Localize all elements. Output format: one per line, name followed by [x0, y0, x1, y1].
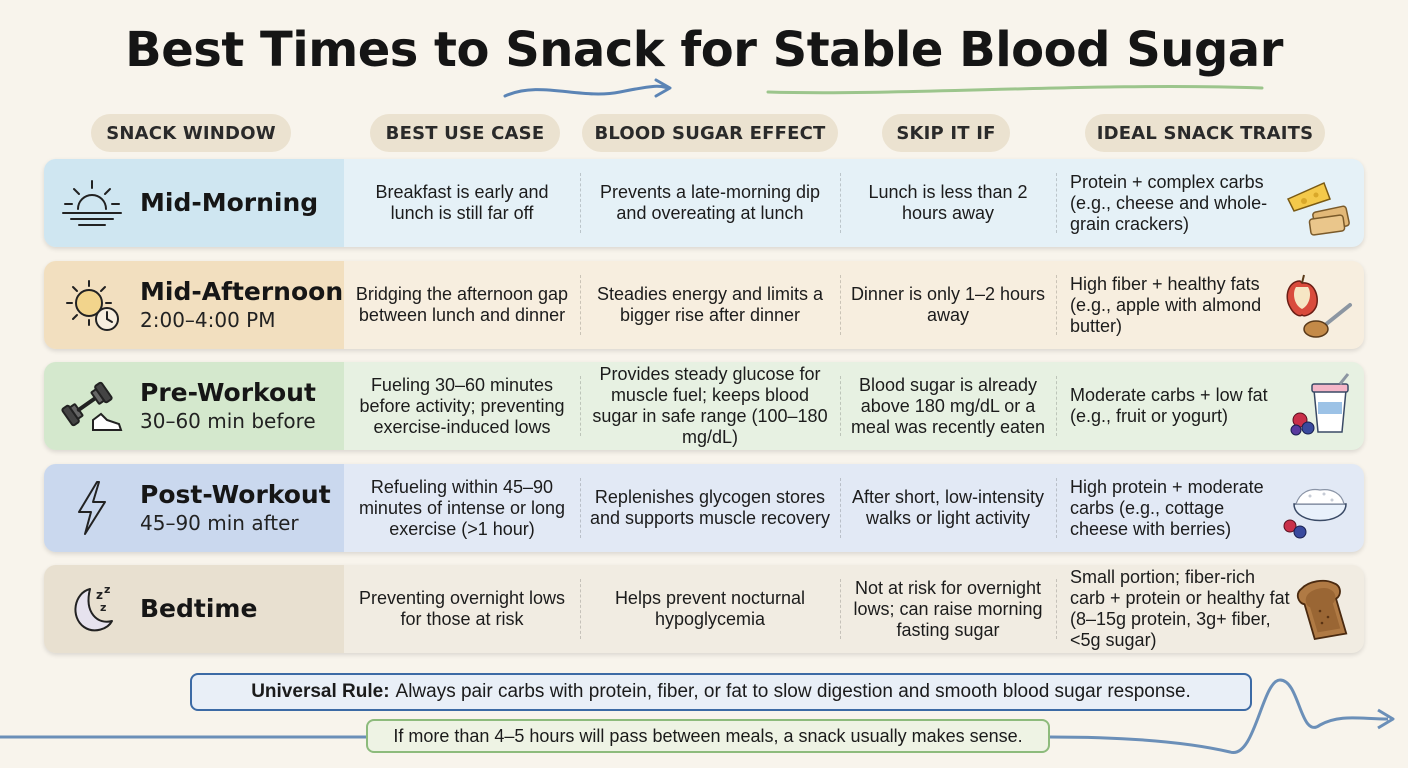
universal-rule-text: Always pair carbs with protein, fiber, o…	[395, 681, 1191, 702]
snack-window-time: 30–60 min before	[140, 409, 316, 433]
apple-almond-butter-icon	[1286, 274, 1352, 338]
ideal-snack-traits-cell: Small portion; fiber-rich carb + protein…	[1070, 567, 1290, 650]
skip-it-if-cell: Dinner is only 1–2 hours away	[850, 284, 1046, 325]
divider	[580, 478, 581, 538]
meal-gap-tip-box: If more than 4–5 hours will pass between…	[366, 719, 1050, 753]
ideal-snack-traits-cell: Moderate carbs + low fat (e.g., fruit or…	[1070, 385, 1268, 426]
yogurt-berries-icon	[1290, 373, 1350, 436]
header-blood-sugar-effect: BLOOD SUGAR EFFECT	[582, 114, 838, 152]
blood-sugar-effect-cell: Replenishes glycogen stores and supports…	[589, 487, 831, 528]
divider	[1056, 376, 1057, 436]
snack-row-post-workout: Post-Workout 45–90 min after Refueling w…	[44, 464, 1364, 552]
header-snack-window: SNACK WINDOW	[91, 114, 291, 152]
skip-it-if-cell: Blood sugar is already above 180 mg/dL o…	[850, 374, 1046, 437]
ideal-snack-traits-cell: High protein + moderate carbs (e.g., cot…	[1070, 476, 1264, 539]
snack-window-cell: Pre-Workout 30–60 min before	[44, 362, 344, 450]
moon-sleep-icon: z z z	[44, 565, 140, 653]
snack-window-name: Bedtime	[140, 594, 258, 623]
snack-window-name: Pre-Workout	[140, 378, 316, 407]
lightning-icon	[44, 464, 140, 552]
header-best-use-case: BEST USE CASE	[370, 114, 560, 152]
snack-window-cell: Mid-Afternoon 2:00–4:00 PM	[44, 261, 344, 349]
divider	[1056, 478, 1057, 538]
best-use-case-cell: Bridging the afternoon gap between lunch…	[355, 284, 569, 325]
column-headers: SNACK WINDOW BEST USE CASE BLOOD SUGAR E…	[0, 114, 1408, 152]
svg-text:z: z	[100, 601, 106, 614]
blood-sugar-effect-cell: Helps prevent nocturnal hypoglycemia	[614, 588, 806, 629]
snack-window-cell: z z z Bedtime	[44, 565, 344, 653]
page-title: Best Times to Snack for Stable Blood Sug…	[125, 22, 1283, 78]
best-use-case-cell: Refueling within 45–90 minutes of intens…	[358, 476, 566, 539]
universal-rule-box: Universal Rule: Always pair carbs with p…	[190, 673, 1252, 711]
skip-it-if-cell: Lunch is less than 2 hours away	[868, 182, 1028, 223]
snack-window-time: 2:00–4:00 PM	[140, 308, 276, 332]
snack-window-cell: Post-Workout 45–90 min after	[44, 464, 344, 552]
divider	[840, 173, 841, 233]
header-ideal-snack-traits: IDEAL SNACK TRAITS	[1085, 114, 1325, 152]
ideal-snack-traits-cell: Protein + complex carbs (e.g., cheese an…	[1070, 171, 1268, 234]
divider	[580, 173, 581, 233]
snack-window-name: Post-Workout	[140, 480, 331, 509]
divider	[1056, 173, 1057, 233]
blood-sugar-effect-cell: Prevents a late-morning dip and overeati…	[599, 182, 821, 223]
snack-row-bedtime: z z z Bedtime Preventing overnight lows …	[44, 565, 1364, 653]
divider	[840, 275, 841, 335]
snack-window-time: 45–90 min after	[140, 511, 299, 535]
snack-window-name: Mid-Afternoon	[140, 277, 344, 306]
cheese-crackers-icon	[1286, 181, 1350, 236]
divider	[1056, 579, 1057, 639]
divider	[840, 376, 841, 436]
divider	[580, 376, 581, 436]
divider	[840, 478, 841, 538]
divider	[840, 579, 841, 639]
sun-clock-icon	[44, 261, 140, 349]
snack-row-mid-afternoon: Mid-Afternoon 2:00–4:00 PM Bridging the …	[44, 261, 1364, 349]
best-use-case-cell: Breakfast is early and lunch is still fa…	[375, 182, 549, 223]
universal-rule-label: Universal Rule:	[251, 681, 390, 702]
dumbbell-shoe-icon	[44, 362, 140, 450]
header-skip-it-if: SKIP IT IF	[882, 114, 1010, 152]
sunrise-icon	[44, 159, 140, 247]
snack-window-name: Mid-Morning	[140, 188, 319, 217]
skip-it-if-cell: Not at risk for overnight lows; can rais…	[853, 577, 1043, 640]
snack-row-pre-workout: Pre-Workout 30–60 min before Fueling 30–…	[44, 362, 1364, 450]
svg-text:z: z	[104, 583, 110, 596]
blood-sugar-effect-cell: Provides steady glucose for muscle fuel;…	[592, 364, 828, 447]
meal-gap-tip-text: If more than 4–5 hours will pass between…	[393, 725, 1023, 746]
snack-row-mid-morning: Mid-Morning Breakfast is early and lunch…	[44, 159, 1364, 247]
divider	[580, 579, 581, 639]
cottage-cheese-berries-icon	[1283, 488, 1347, 539]
toast-icon	[1296, 579, 1348, 641]
divider	[1056, 275, 1057, 335]
ideal-snack-traits-cell: High fiber + healthy fats (e.g., apple w…	[1070, 273, 1262, 336]
best-use-case-cell: Fueling 30–60 minutes before activity; p…	[359, 374, 565, 437]
blood-sugar-effect-cell: Steadies energy and limits a bigger rise…	[596, 284, 824, 325]
skip-it-if-cell: After short, low-intensity walks or ligh…	[851, 487, 1045, 528]
svg-text:z: z	[96, 588, 103, 602]
best-use-case-cell: Preventing overnight lows for those at r…	[358, 588, 566, 629]
divider	[580, 275, 581, 335]
snack-window-cell: Mid-Morning	[44, 159, 344, 247]
